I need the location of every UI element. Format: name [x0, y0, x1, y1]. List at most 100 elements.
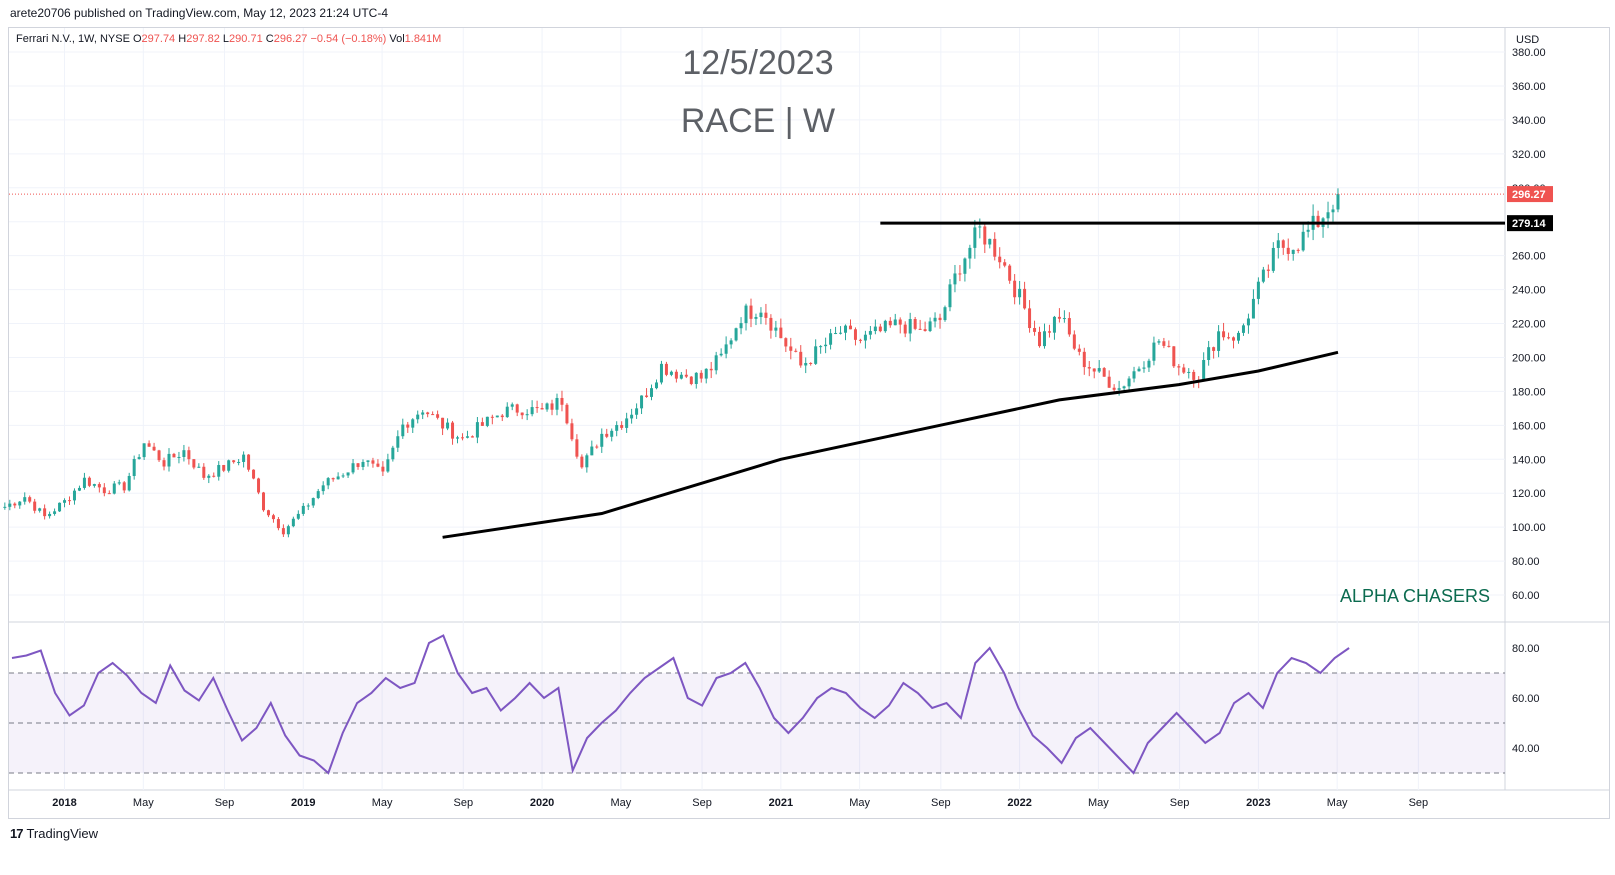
watermark-text: ALPHA CHASERS — [1340, 586, 1491, 606]
candle-body — [570, 423, 574, 440]
candle-body — [1122, 386, 1126, 389]
candle-body — [167, 453, 171, 467]
time-tick-label: May — [1088, 797, 1109, 809]
candle-body — [371, 460, 375, 464]
candle-body — [1227, 337, 1231, 339]
candle-body — [1142, 367, 1146, 369]
candle-body — [311, 498, 315, 506]
candle-body — [1072, 334, 1076, 349]
candle-body — [923, 329, 927, 332]
time-axis: 2018 May Sep 2019 May Sep 2020 May Sep 2021 May Sep… — [52, 797, 1428, 809]
candle-body — [520, 412, 524, 416]
candle-body — [1102, 368, 1106, 377]
candle-body — [212, 475, 216, 477]
candle-body — [1087, 367, 1091, 369]
candle-body — [754, 317, 758, 319]
candle-body — [615, 425, 619, 431]
candle-body — [102, 487, 106, 494]
candles-group — [3, 188, 1340, 538]
price-tick-label: 340.00 — [1512, 115, 1546, 127]
candle-body — [938, 317, 942, 321]
candle-body — [769, 317, 773, 331]
candle-body — [1306, 229, 1310, 232]
tradingview-logo[interactable]: 17 TradingView — [10, 826, 98, 841]
time-tick-label: May — [849, 797, 870, 809]
level-badge — [1507, 215, 1553, 232]
candle-body — [351, 463, 355, 473]
candle-body — [1107, 376, 1111, 388]
candle-body — [834, 333, 838, 335]
candle-body — [475, 422, 479, 438]
candle-body — [217, 465, 221, 477]
candle-body — [381, 466, 385, 472]
candle-body — [659, 363, 663, 383]
candle-body — [197, 466, 201, 468]
candle-body — [903, 324, 907, 334]
candle-body — [8, 503, 12, 507]
candle-body — [237, 461, 241, 463]
candle-body — [1251, 298, 1255, 319]
candle-body — [1261, 269, 1265, 282]
candle-body — [908, 319, 912, 334]
time-tick-label: 2020 — [530, 797, 554, 809]
candle-body — [321, 485, 325, 492]
candle-body — [401, 424, 405, 437]
candle-body — [779, 327, 783, 339]
candle-body — [630, 414, 634, 419]
candle-body — [510, 404, 514, 407]
candle-body — [1162, 341, 1166, 346]
candle-body — [1018, 288, 1022, 298]
candle-body — [33, 501, 37, 511]
candle-body — [898, 319, 902, 325]
time-tick-label: 2021 — [769, 797, 793, 809]
candle-body — [326, 478, 330, 486]
last-price-badge-text: 296.27 — [1512, 189, 1546, 201]
candle-body — [356, 463, 360, 467]
candle-body — [555, 397, 559, 410]
candle-body — [829, 333, 833, 345]
candle-body — [1013, 280, 1017, 298]
candle-body — [202, 466, 206, 478]
candle-body — [1023, 288, 1027, 309]
candle-body — [759, 312, 763, 318]
candle-body — [1052, 316, 1056, 333]
candle-body — [744, 305, 748, 324]
candle-body — [247, 454, 251, 470]
legend-close-label: C — [265, 33, 274, 45]
candle-body — [1182, 367, 1186, 373]
rsi-line — [11, 634, 1350, 775]
candle-body — [1187, 371, 1191, 373]
candle-body — [38, 508, 42, 511]
candle-body — [162, 460, 166, 467]
time-tick-label: Sep — [692, 797, 712, 809]
candle-body — [1286, 247, 1290, 254]
candle-body — [804, 362, 808, 366]
time-tick-label: 2022 — [1007, 797, 1031, 809]
candle-body — [595, 446, 599, 448]
candle-body — [286, 526, 290, 535]
candle-body — [1127, 378, 1131, 387]
legend-vol: 1.841M — [404, 33, 442, 45]
candle-body — [958, 273, 962, 275]
candle-body — [560, 397, 564, 405]
candle-body — [68, 500, 72, 502]
candle-body — [460, 437, 464, 439]
candle-body — [640, 395, 644, 409]
candle-body — [411, 419, 415, 428]
candle-body — [1057, 316, 1061, 319]
candle-body — [346, 472, 350, 476]
candle-body — [1331, 209, 1335, 213]
candle-body — [112, 483, 116, 494]
candle-body — [550, 403, 554, 410]
candle-body — [316, 491, 320, 499]
candle-body — [1147, 360, 1151, 368]
symbol-legend[interactable]: Ferrari N.V., 1W, NYSE O297.74 H297.82 L… — [16, 33, 441, 45]
price-tick-label: 360.00 — [1512, 81, 1546, 93]
candle-body — [227, 460, 231, 471]
candle-body — [540, 408, 544, 410]
candle-body — [152, 446, 156, 451]
candle-body — [1082, 351, 1086, 368]
candle-body — [1336, 194, 1340, 210]
candle-body — [933, 317, 937, 322]
